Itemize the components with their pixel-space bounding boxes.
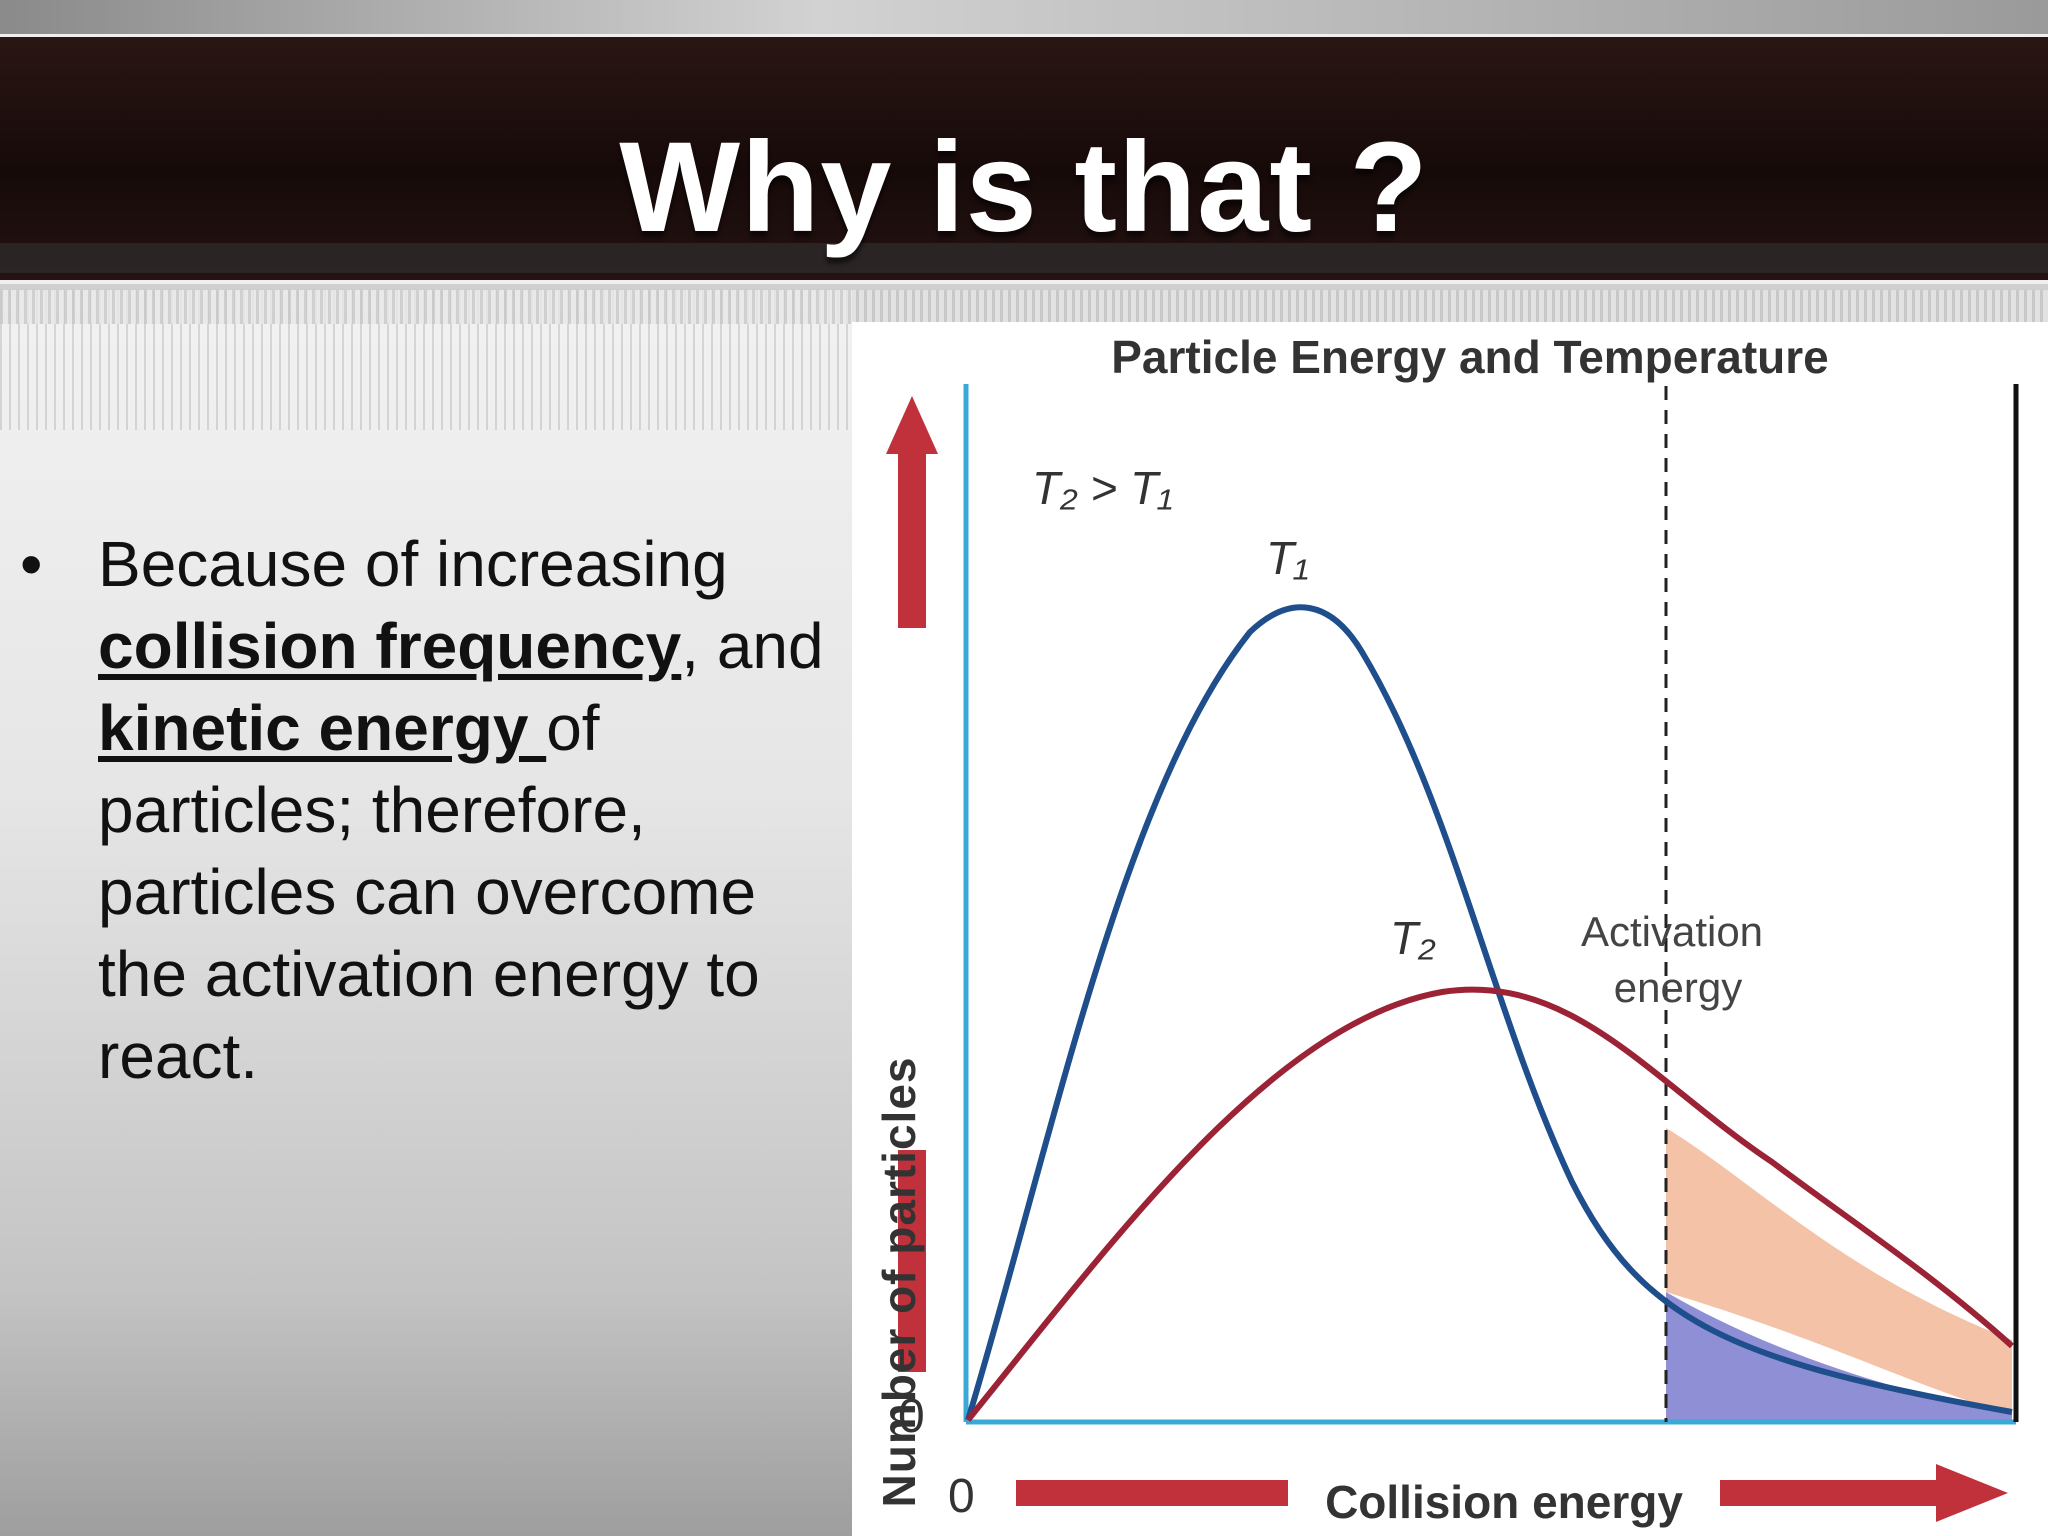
title-bar — [0, 34, 2048, 284]
bullet-text-part-1: Because of increasing — [98, 528, 728, 600]
emphasis-kinetic-energy: kinetic energy — [98, 692, 547, 764]
bullet-text-part-3: of particles; therefore, particles can o… — [98, 692, 760, 1092]
y-arrow-lower-bar — [898, 1150, 926, 1372]
slide-title: Why is that ? — [619, 116, 1429, 259]
x-origin-label: 0 — [948, 1470, 975, 1523]
activation-energy-label-line-2: energy — [1614, 964, 1742, 1011]
x-arrow-left-bar — [1016, 1480, 1288, 1506]
emphasis-collision-frequency: collision frequency — [98, 610, 682, 682]
condition-label: T₂ > T₁ — [1032, 462, 1173, 514]
y-origin-label: 0 — [898, 1390, 925, 1443]
t1-high-energy-fill — [1666, 1292, 2012, 1420]
text-panel — [0, 290, 852, 1536]
curve-t1 — [965, 604, 2013, 1421]
x-axis-label: Collision energy — [1325, 1476, 1683, 1528]
figure-svg: T₂ > T₁ T₁ T₂ Activation energy 0 0 Coll… — [886, 384, 2019, 1528]
figure-title: Particle Energy and Temperature — [1111, 331, 1829, 383]
x-arrow-head — [1936, 1464, 2008, 1522]
pattern-band — [0, 290, 2048, 324]
curve-t1-label: T₁ — [1266, 532, 1309, 584]
y-arrow-head — [886, 396, 938, 454]
title-band — [0, 243, 2048, 273]
top-decor-strip — [0, 0, 2048, 34]
activation-energy-label-line-1: Activation — [1581, 908, 1763, 955]
bullet-text-part-2: , and — [681, 610, 824, 682]
bullet-marker: • — [20, 528, 43, 600]
x-arrow-right-bar — [1720, 1480, 1940, 1506]
y-arrow-upper-bar — [898, 450, 926, 628]
energy-distribution-figure: T₂ > T₁ T₁ T₂ Activation energy 0 0 Coll… — [852, 322, 2048, 1536]
curve-t2-label: T₂ — [1390, 912, 1436, 964]
bullet-text: Because of increasing collision frequenc… — [98, 523, 838, 1097]
y-axis-label: Number of particles — [873, 1056, 925, 1508]
curve-t2 — [965, 986, 2015, 1422]
t2-high-energy-fill — [1666, 1128, 2012, 1414]
